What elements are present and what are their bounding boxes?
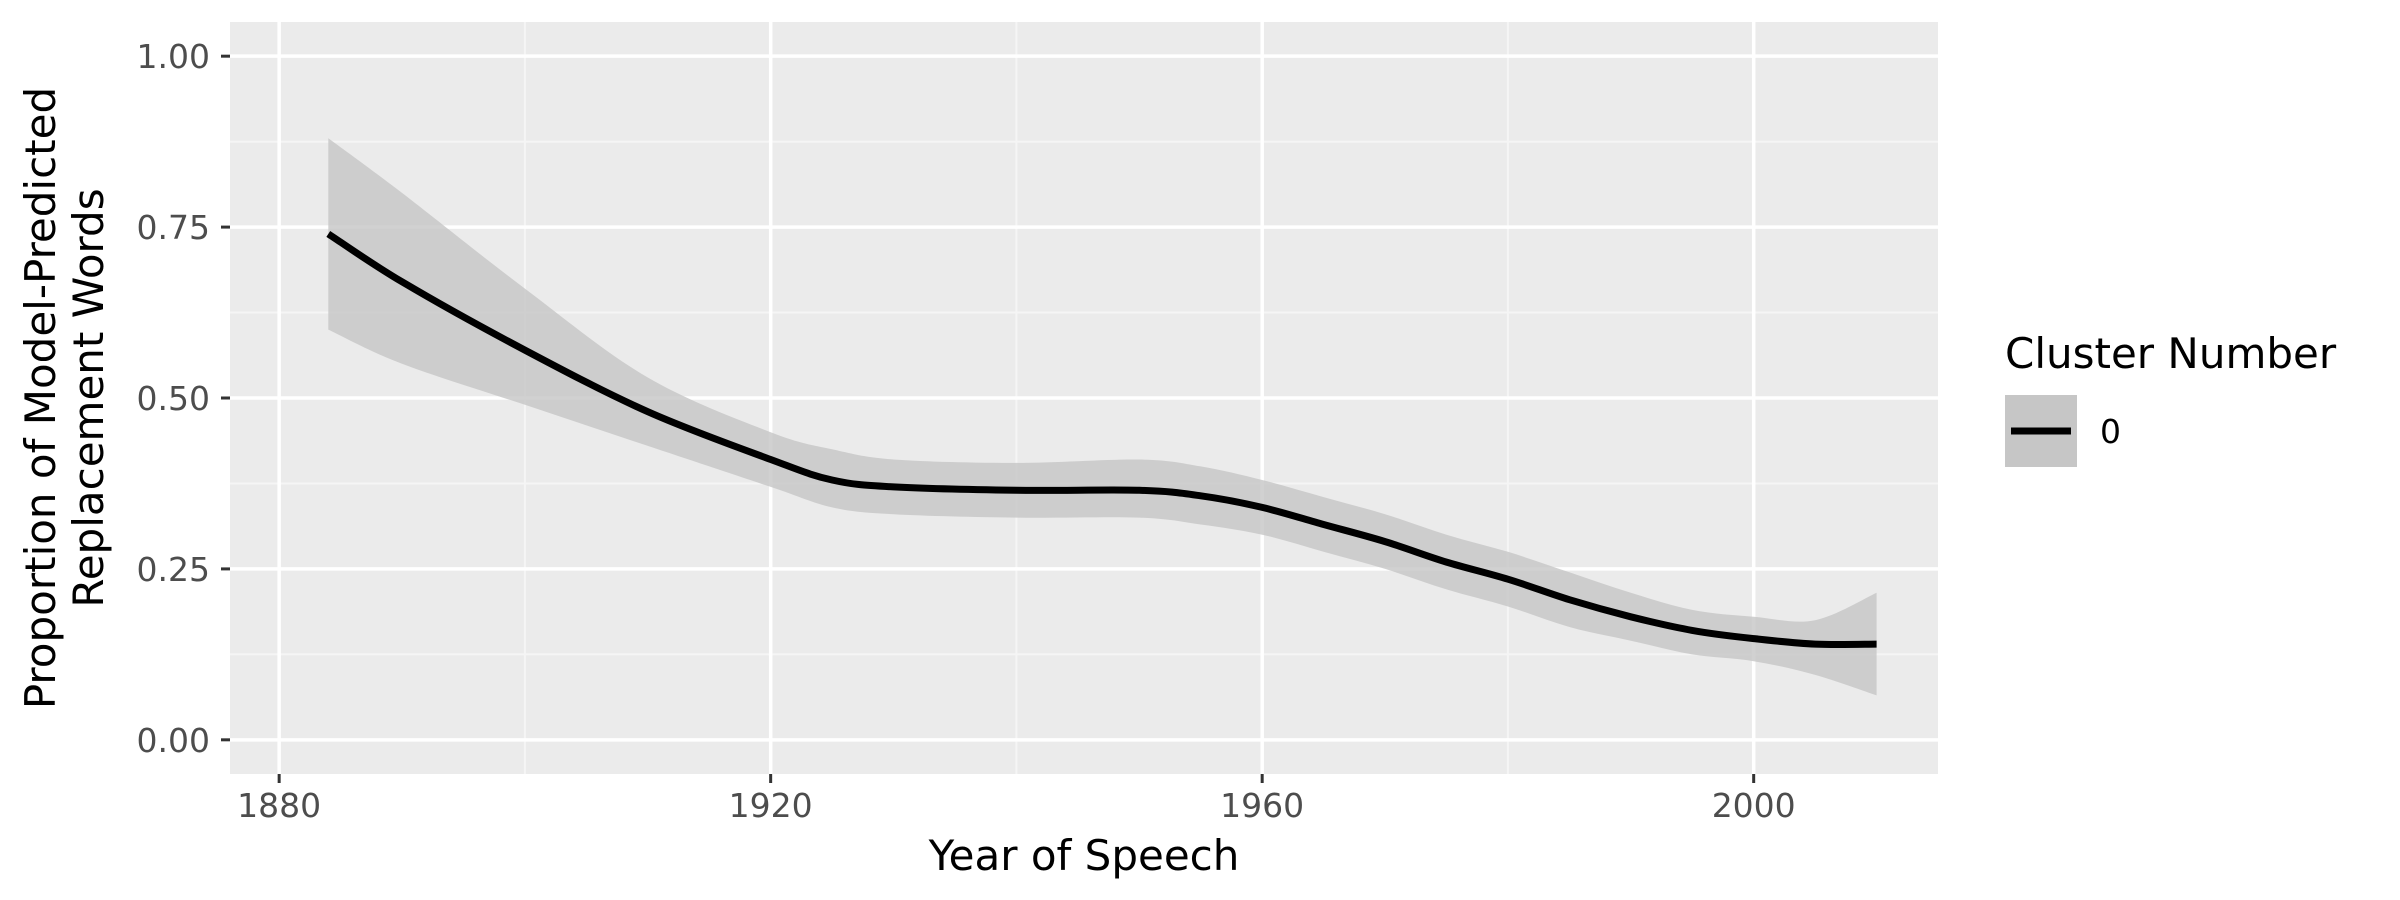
- y-axis-title-line-1: Proportion of Model-Predicted: [16, 87, 65, 709]
- y-axis-title: Proportion of Model-Predicted Replacemen…: [16, 87, 113, 709]
- y-tick-label: 0.50: [137, 379, 210, 418]
- y-axis-title-line-2: Replacement Words: [64, 188, 113, 607]
- y-axis-ticks: 0.00 0.25 0.50 0.75 1.00: [137, 37, 230, 760]
- y-tick-label: 0.75: [137, 208, 210, 247]
- x-tick-label: 2000: [1712, 786, 1796, 825]
- y-tick-label: 0.25: [137, 550, 210, 589]
- legend: Cluster Number 0: [2005, 329, 2337, 467]
- y-tick-label: 0.00: [137, 721, 210, 760]
- x-axis-ticks: 1880 1920 1960 2000: [237, 774, 1796, 825]
- legend-title: Cluster Number: [2005, 329, 2337, 378]
- y-tick-label: 1.00: [137, 37, 210, 76]
- x-tick-label: 1920: [729, 786, 813, 825]
- x-tick-label: 1960: [1220, 786, 1304, 825]
- x-axis-title: Year of Speech: [928, 831, 1240, 880]
- smooth-line-cluster-0: [326, 230, 1877, 648]
- legend-label-0: 0: [2100, 412, 2121, 451]
- x-tick-label: 1880: [237, 786, 321, 825]
- confidence-ribbon: [328, 138, 1877, 696]
